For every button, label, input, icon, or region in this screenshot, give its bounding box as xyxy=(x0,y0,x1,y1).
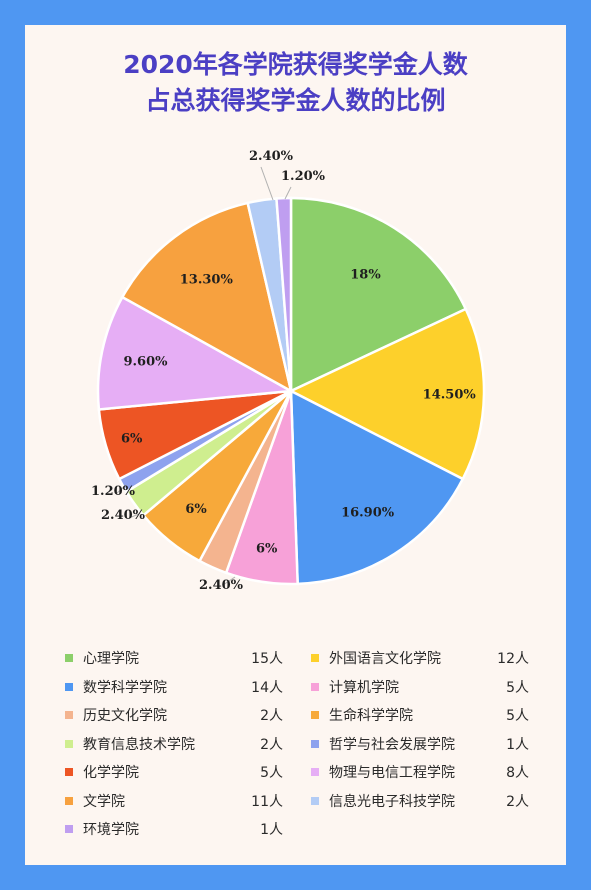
legend-count: 5人 xyxy=(260,765,283,781)
legend-item: 信息光电子科技学院 2人 xyxy=(311,790,529,812)
legend-swatch xyxy=(65,768,73,776)
pie-slice xyxy=(289,196,468,393)
legend-item: 计算机学院 5人 xyxy=(311,676,529,698)
legend-swatch xyxy=(65,796,73,805)
leader-line xyxy=(260,166,274,201)
legend-count: 2人 xyxy=(260,736,283,753)
legend-count: 2人 xyxy=(260,708,283,724)
legend-item: 化学学院 5人 xyxy=(65,761,283,783)
legend-swatch xyxy=(65,825,73,833)
legend-swatch xyxy=(311,768,319,776)
slice-label: 2.40% xyxy=(249,149,294,164)
leader-line xyxy=(222,576,236,586)
slice-label: 2.40% xyxy=(101,508,146,523)
leader-line xyxy=(128,513,140,519)
legend-count: 1人 xyxy=(506,736,529,753)
slice-label: 14.50% xyxy=(423,388,477,403)
legend-name: 心理学院 xyxy=(83,651,139,667)
legend-item: 教育信息技术学院 2人 xyxy=(65,733,283,755)
chart-card: 2020年各学院获得奖学金人数 占总获得奖学金人数的比例 18% 14.50% 16… xyxy=(25,25,566,865)
legend-name: 计算机学院 xyxy=(329,679,399,696)
slice-label: 13.30% xyxy=(180,272,234,287)
legend-count: 15人 xyxy=(251,651,283,667)
slice-label: 16.90% xyxy=(341,506,395,521)
legend-count: 14人 xyxy=(251,679,283,696)
legend-swatch xyxy=(65,711,73,719)
legend-item: 物理与电信工程学院 8人 xyxy=(311,761,529,783)
legend-name: 数学科学学院 xyxy=(83,679,167,696)
legend-swatch xyxy=(65,682,73,691)
legend-swatch xyxy=(65,739,73,748)
legend-item: 文学院 11人 xyxy=(65,790,283,812)
legend-count: 5人 xyxy=(506,708,529,724)
leader-line xyxy=(116,484,127,494)
legend-item: 外国语言文化学院 12人 xyxy=(311,647,529,669)
leader-line xyxy=(284,186,292,200)
slice-label: 18% xyxy=(350,268,381,283)
chart-title-line-1: 2020年各学院获得奖学金人数 xyxy=(123,50,468,79)
pie-slice xyxy=(288,307,486,481)
slice-label: 1.20% xyxy=(281,169,326,184)
legend-item: 心理学院 15人 xyxy=(65,647,283,669)
legend-count: 12人 xyxy=(497,651,529,667)
legend-name: 教育信息技术学院 xyxy=(83,736,195,753)
chart-title-line-2: 占总获得奖学金人数的比例 xyxy=(145,86,446,115)
legend-name: 生命科学学院 xyxy=(329,708,413,724)
legend-name: 文学院 xyxy=(83,793,125,810)
pie-slice xyxy=(120,201,293,394)
slice-label: 6% xyxy=(185,502,207,517)
pie-slice xyxy=(289,388,465,586)
slice-label: 9.60% xyxy=(123,355,168,370)
legend-item: 历史文化学院 2人 xyxy=(65,704,283,726)
pie-slice xyxy=(275,196,293,392)
legend-swatch xyxy=(65,654,73,662)
legend-name: 环境学院 xyxy=(83,822,139,838)
legend-name: 化学学院 xyxy=(83,765,139,781)
legend-name: 物理与电信工程学院 xyxy=(329,765,455,781)
legend-item: 数学科学学院 14人 xyxy=(65,676,283,698)
legend-count: 1人 xyxy=(260,822,283,838)
legend-name: 信息光电子科技学院 xyxy=(329,793,455,810)
pie-chart: 18% 14.50% 16.90% 6% 2.40% 6% 2.40% 1.20% 6% 9.60… xyxy=(91,149,486,593)
slice-label: 6% xyxy=(121,432,143,447)
pie-slice xyxy=(96,295,296,411)
chart-title: 2020年各学院获得奖学金人数 占总获得奖学金人数的比例 xyxy=(25,47,566,119)
legend-count: 2人 xyxy=(506,793,529,810)
slice-label: 1.20% xyxy=(91,484,136,499)
legend-name: 哲学与社会发展学院 xyxy=(329,736,455,753)
slice-label: 2.40% xyxy=(199,578,244,593)
legend-item: 生命科学学院 5人 xyxy=(311,704,529,726)
legend-swatch xyxy=(311,796,319,805)
legend-count: 11人 xyxy=(251,793,283,810)
slice-label: 6% xyxy=(256,541,278,556)
legend-name: 历史文化学院 xyxy=(83,708,167,724)
legend-count: 8人 xyxy=(506,765,529,781)
legend-count: 5人 xyxy=(506,679,529,696)
legend-item: 环境学院 1人 xyxy=(65,818,283,840)
legend-item: 哲学与社会发展学院 1人 xyxy=(311,733,529,755)
legend-swatch xyxy=(311,654,319,662)
legend-swatch xyxy=(311,682,319,691)
legend-swatch xyxy=(311,711,319,719)
legend-name: 外国语言文化学院 xyxy=(329,651,441,667)
legend-swatch xyxy=(311,739,319,748)
